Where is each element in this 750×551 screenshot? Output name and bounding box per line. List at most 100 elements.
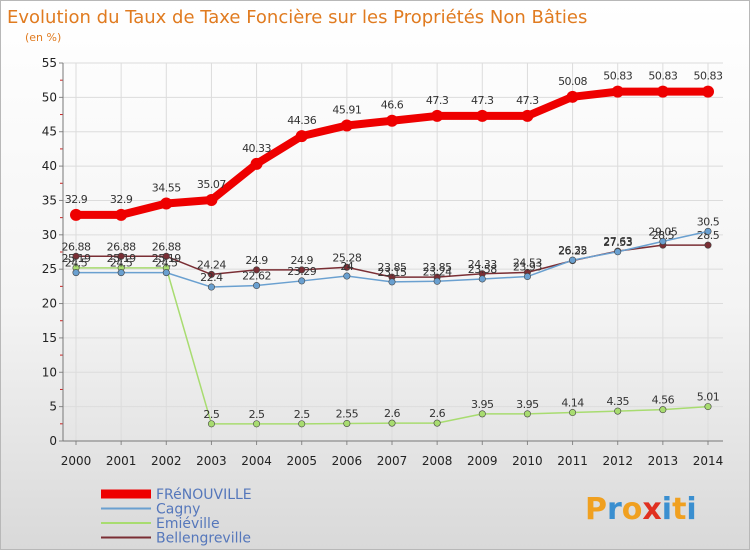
data-label: 47.3 (471, 94, 494, 107)
y-tick-label: 40 (42, 159, 57, 173)
data-label: 2.55 (336, 407, 359, 420)
data-point (386, 114, 398, 127)
data-point (521, 109, 534, 122)
data-label: 50.83 (694, 70, 723, 83)
data-point (162, 252, 170, 260)
data-label: 27.63 (603, 235, 632, 248)
logo-letter: x (642, 492, 661, 527)
data-label: 32.9 (110, 193, 133, 206)
data-label: 24.53 (513, 256, 542, 269)
data-point (250, 157, 263, 170)
data-label: 50.83 (648, 70, 677, 83)
data-label: 2.5 (249, 408, 265, 421)
data-point (433, 277, 441, 285)
data-point (476, 109, 489, 122)
data-label: 26.88 (62, 240, 91, 253)
data-label: 2.5 (203, 408, 219, 421)
data-point (298, 266, 306, 274)
legend-label: Cagny (156, 502, 200, 518)
data-label: 23.29 (287, 265, 316, 278)
data-point (433, 419, 441, 427)
data-label: 47.3 (516, 94, 539, 107)
data-point (340, 119, 353, 132)
data-label: 47.3 (426, 94, 449, 107)
data-point (117, 252, 125, 260)
chart-subtitle: (en %) (25, 31, 61, 44)
data-point (523, 273, 531, 281)
logo-letter: i (686, 492, 696, 527)
x-tick-label: 2007 (377, 454, 408, 468)
data-label: 4.56 (652, 394, 675, 407)
data-point (388, 278, 396, 286)
data-label: 24.9 (290, 254, 313, 267)
data-point (298, 420, 306, 428)
logo-text: Proxiti (585, 492, 697, 527)
legend-label: Bellengreville (156, 531, 251, 547)
data-point (343, 263, 351, 271)
data-label: 24.5 (110, 257, 133, 270)
data-point (614, 248, 622, 256)
data-point (70, 208, 82, 221)
x-tick-label: 2014 (693, 454, 724, 468)
data-point (253, 420, 261, 428)
x-tick-label: 2009 (467, 454, 498, 468)
x-tick-label: 2001 (106, 454, 137, 468)
x-tick-label: 2013 (648, 454, 679, 468)
y-tick-label: 5 (49, 400, 57, 414)
data-label: 22.4 (200, 271, 223, 284)
data-label: 30.5 (697, 215, 720, 228)
data-label: 24.5 (155, 257, 178, 270)
data-label: 28.5 (652, 229, 675, 242)
data-point (343, 272, 351, 280)
x-tick-label: 2008 (422, 454, 453, 468)
logo-letter: t (672, 492, 686, 527)
data-point (614, 407, 622, 415)
x-tick-label: 2005 (286, 454, 317, 468)
data-label: 4.35 (606, 395, 629, 408)
data-label: 26.25 (558, 245, 587, 258)
data-label: 24.33 (468, 258, 497, 271)
data-point (298, 277, 306, 285)
x-tick-label: 2006 (332, 454, 363, 468)
data-label: 50.08 (558, 75, 587, 88)
data-point (611, 85, 624, 98)
y-tick-label: 30 (42, 228, 57, 242)
data-point (659, 406, 667, 414)
data-point (72, 252, 80, 260)
data-label: 3.95 (471, 398, 494, 411)
data-point (72, 269, 80, 277)
data-label: 26.88 (152, 240, 181, 253)
series-2: 25.19 25.19 25.19 2.5 2.5 2.5 2.55 2.6 2.6 3.95 3.… (62, 252, 720, 428)
y-tick-label: 50 (42, 90, 57, 104)
x-tick-label: 2000 (61, 454, 92, 468)
logo-letter: o (622, 492, 643, 527)
data-point (253, 266, 261, 274)
data-label: 25.19 (62, 252, 91, 265)
data-label: 44.36 (287, 114, 316, 127)
legend-label: FRéNOUVILLE (156, 487, 252, 503)
logo-letter: i (662, 492, 672, 527)
data-label: 23.85 (378, 261, 407, 274)
data-point (295, 130, 308, 143)
data-point (162, 269, 170, 277)
series-1: 24.5 24.5 24.522.4 22.62 23.29 24 23.15 23.24 23… (65, 215, 720, 291)
y-tick-label: 55 (42, 56, 57, 70)
chart-title: Evolution du Taux de Taxe Foncière sur l… (7, 7, 587, 28)
x-tick-label: 2010 (512, 454, 543, 468)
x-tick-label: 2004 (241, 454, 272, 468)
data-label: 45.91 (332, 103, 361, 116)
data-label: 26.88 (107, 240, 136, 253)
data-point (343, 419, 351, 427)
data-point (659, 237, 667, 245)
data-point (160, 197, 173, 210)
y-tick-label: 45 (42, 125, 57, 139)
data-label: 25.28 (332, 251, 361, 264)
logo-letter: P (585, 492, 607, 527)
y-axis: 0 5 10 15 20 25 30 35 40 45 50 55 (42, 56, 64, 448)
y-tick-label: 20 (42, 297, 57, 311)
x-tick-label: 2002 (151, 454, 182, 468)
